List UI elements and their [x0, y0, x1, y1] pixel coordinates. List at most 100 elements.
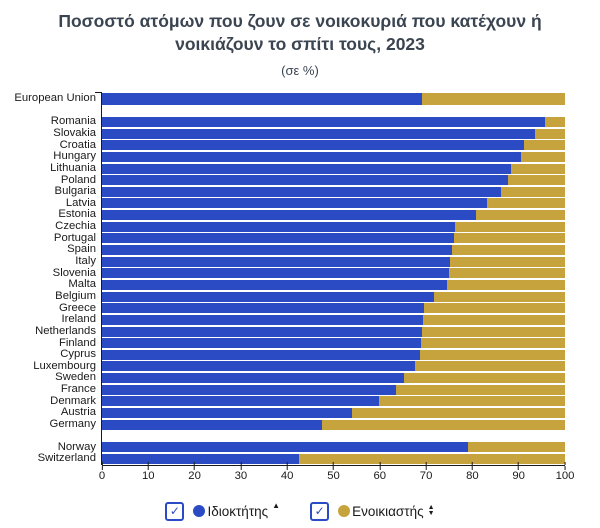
owner-bar-segment[interactable]	[102, 175, 509, 186]
chart-row: Malta	[0, 279, 600, 291]
owner-bar-segment[interactable]	[102, 326, 423, 337]
renter-bar-segment[interactable]	[535, 128, 565, 139]
x-axis-tick-label: 60	[373, 469, 387, 482]
bar-track	[102, 408, 565, 419]
chart-row: Lithuania	[0, 162, 600, 175]
renter-bar-segment[interactable]	[352, 408, 565, 419]
renter-bar-segment[interactable]	[454, 221, 565, 232]
owner-bar-segment[interactable]	[102, 140, 524, 151]
country-label: Latvia	[65, 196, 96, 209]
country-label: Slovakia	[53, 127, 96, 139]
renter-bar-segment[interactable]	[415, 361, 565, 372]
renter-bar-segment[interactable]	[423, 314, 565, 325]
renter-bar-segment[interactable]	[451, 245, 565, 256]
chart-row: Netherlands	[0, 325, 600, 338]
renter-bar-segment[interactable]	[447, 279, 565, 290]
bar-track	[102, 268, 565, 279]
renter-bar-segment[interactable]	[475, 210, 565, 221]
sort-ascending-icon[interactable]: ▲	[272, 500, 281, 510]
owner-bar-segment[interactable]	[102, 92, 423, 105]
chart-row: Bulgaria	[0, 185, 600, 198]
renter-bar-segment[interactable]	[299, 453, 565, 464]
legend-label[interactable]: Ιδιοκτήτης	[207, 503, 269, 519]
owner-bar-segment[interactable]	[102, 279, 448, 290]
legend-item-owner[interactable]: ✓ Ιδιοκτήτης ▲	[165, 500, 281, 521]
renter-bar-segment[interactable]	[422, 92, 565, 105]
renter-bar-segment[interactable]	[450, 256, 565, 267]
x-axis-tick-label: 30	[234, 469, 248, 482]
x-axis-track: 0 10 20 30 40 50 60 70 80 90 100	[99, 461, 574, 486]
owner-bar-segment[interactable]	[102, 338, 422, 349]
chart-header: Ποσοστό ατόμων που ζουν σε νοικοκυριά πο…	[0, 0, 600, 78]
owner-bar-segment[interactable]	[102, 186, 501, 197]
renter-bar-segment[interactable]	[422, 326, 565, 337]
owner-bar-segment[interactable]	[102, 349, 420, 360]
legend-item-renter[interactable]: ✓ Ενοικιαστής ▲ ▼	[310, 501, 435, 521]
renter-bar-segment[interactable]	[523, 140, 565, 151]
renter-bar-segment[interactable]	[395, 384, 565, 395]
renter-bar-segment[interactable]	[511, 163, 565, 174]
group-gap	[0, 430, 600, 441]
bar-track	[102, 338, 565, 349]
country-label: Ireland	[61, 313, 96, 326]
owner-bar-segment[interactable]	[102, 303, 425, 314]
owner-bar-segment[interactable]	[102, 373, 404, 384]
renter-bar-segment[interactable]	[434, 291, 565, 302]
owner-bar-segment[interactable]	[102, 453, 300, 464]
owner-bar-segment[interactable]	[102, 198, 488, 209]
bar-track	[102, 326, 565, 337]
owner-bar-segment[interactable]	[102, 151, 521, 162]
x-axis-tick: 50	[327, 461, 340, 482]
owner-bar-segment[interactable]	[102, 408, 353, 419]
country-label: Bulgaria	[54, 185, 96, 198]
legend-checkbox[interactable]: ✓	[165, 501, 185, 521]
renter-bar-segment[interactable]	[453, 233, 565, 244]
renter-bar-segment[interactable]	[403, 373, 565, 384]
owner-bar-segment[interactable]	[102, 163, 512, 174]
owner-bar-segment[interactable]	[102, 361, 416, 372]
owner-bar-segment[interactable]	[102, 291, 435, 302]
chart-row: Greece	[0, 302, 600, 314]
owner-bar-segment[interactable]	[102, 221, 455, 232]
owner-bar-segment[interactable]	[102, 442, 469, 453]
bar-track	[102, 419, 565, 430]
owner-series-dot-icon	[193, 505, 206, 518]
bar-track	[102, 186, 565, 197]
renter-bar-segment[interactable]	[421, 338, 565, 349]
owner-bar-segment[interactable]	[102, 314, 424, 325]
owner-bar-segment[interactable]	[102, 396, 379, 407]
renter-bar-segment[interactable]	[508, 175, 565, 186]
country-label: Romania	[50, 115, 96, 128]
chart-row: European Union	[0, 92, 600, 105]
renter-bar-segment[interactable]	[378, 396, 565, 407]
renter-bar-segment[interactable]	[322, 419, 565, 430]
sort-both-icon[interactable]: ▲ ▼	[427, 504, 435, 518]
renter-bar-segment[interactable]	[468, 442, 565, 453]
owner-bar-segment[interactable]	[102, 256, 451, 267]
renter-bar-segment[interactable]	[449, 268, 565, 279]
bar-track	[102, 384, 565, 395]
renter-bar-segment[interactable]	[419, 349, 565, 360]
chart-row: Italy	[0, 255, 600, 268]
renter-bar-segment[interactable]	[500, 186, 565, 197]
renter-bar-segment[interactable]	[544, 117, 565, 127]
owner-bar-segment[interactable]	[102, 245, 452, 256]
owner-bar-segment[interactable]	[102, 268, 450, 279]
chart-row: Switzerland	[0, 452, 600, 465]
bar-track	[102, 303, 565, 314]
owner-bar-segment[interactable]	[102, 384, 396, 395]
x-axis-tick: 10	[142, 461, 155, 482]
owner-bar-segment[interactable]	[102, 233, 454, 244]
renter-bar-segment[interactable]	[487, 198, 565, 209]
bar-track	[102, 92, 565, 105]
x-axis-tick: 90	[512, 461, 525, 482]
owner-bar-segment[interactable]	[102, 210, 476, 221]
owner-bar-segment[interactable]	[102, 117, 545, 127]
legend-label[interactable]: Ενοικιαστής	[352, 503, 424, 519]
bar-track	[102, 245, 565, 256]
legend-checkbox[interactable]: ✓	[310, 501, 330, 521]
owner-bar-segment[interactable]	[102, 419, 323, 430]
owner-bar-segment[interactable]	[102, 128, 536, 139]
renter-bar-segment[interactable]	[424, 303, 565, 314]
renter-bar-segment[interactable]	[520, 151, 565, 162]
